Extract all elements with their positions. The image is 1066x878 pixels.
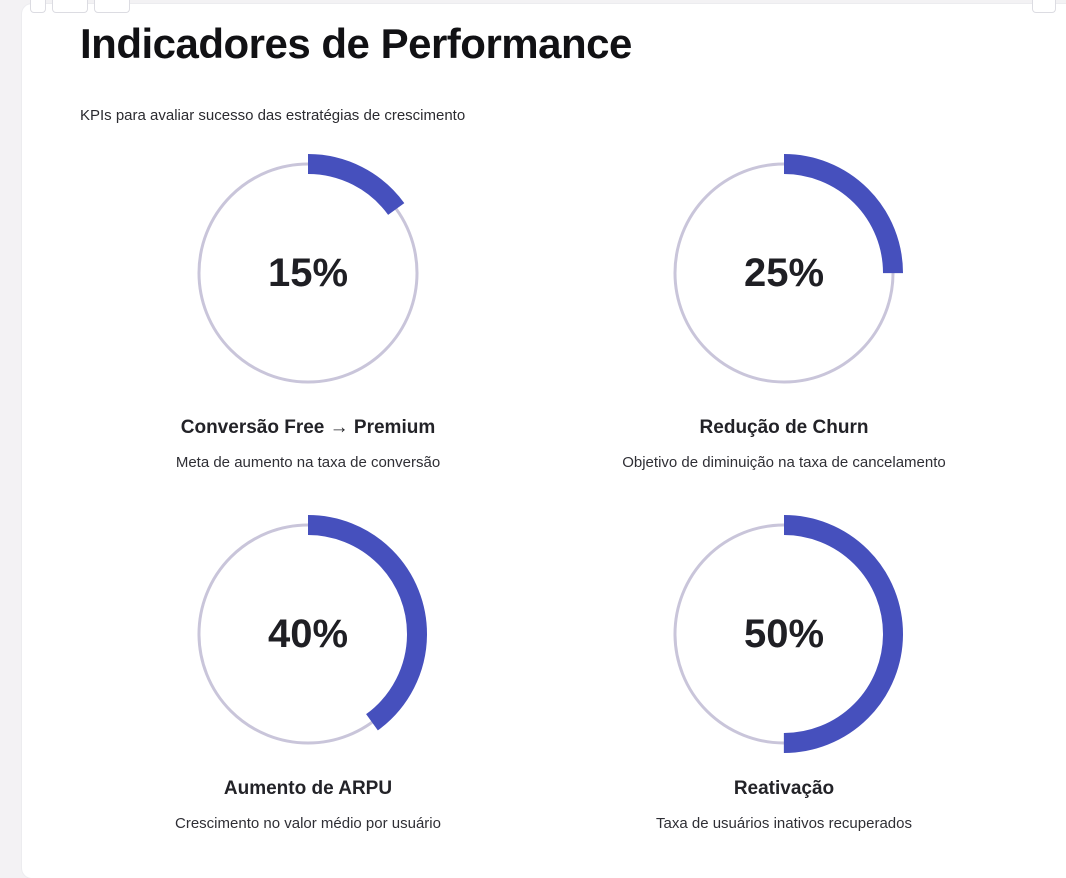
kpi-description: Objetivo de diminuição na taxa de cancel… (622, 454, 946, 471)
progress-ring-arc (189, 515, 427, 753)
progress-ring: 15% (188, 153, 428, 393)
kpi-title: Conversão Free → Premium (180, 417, 436, 438)
progress-ring: 25% (664, 153, 904, 393)
kpi-description: Meta de aumento na taxa de conversão (175, 454, 441, 471)
kpi-description: Taxa de usuários inativos recuperados (656, 815, 912, 832)
kpi-panel (22, 0, 1066, 878)
kpi-value: 25% (743, 250, 825, 295)
toolbar-handle[interactable] (30, 0, 46, 13)
progress-ring: 50% (664, 514, 904, 754)
progress-ring-graphic (665, 154, 903, 392)
kpi-title: Reativação (733, 778, 835, 799)
progress-ring-arc (665, 154, 903, 392)
progress-ring-graphic (665, 515, 903, 753)
kpi-value: 50% (743, 611, 825, 656)
progress-ring-arc (189, 154, 427, 392)
page-title: Indicadores de Performance (80, 20, 632, 67)
toolbar-handle[interactable] (1032, 0, 1056, 13)
toolbar-handle[interactable] (94, 0, 130, 13)
progress-ring-arc (665, 515, 903, 753)
page-subtitle: KPIs para avaliar sucesso das estratégia… (80, 107, 466, 124)
kpi-value: 15% (267, 250, 349, 295)
progress-ring-graphic (189, 515, 427, 753)
toolbar-handle[interactable] (52, 0, 88, 13)
kpi-description: Crescimento no valor médio por usuário (175, 815, 441, 832)
progress-ring-graphic (189, 154, 427, 392)
window-left-edge (0, 0, 22, 878)
kpi-value: 40% (267, 611, 349, 656)
progress-ring: 40% (188, 514, 428, 754)
kpi-title: Aumento de ARPU (223, 778, 393, 799)
kpi-title: Redução de Churn (699, 417, 869, 438)
